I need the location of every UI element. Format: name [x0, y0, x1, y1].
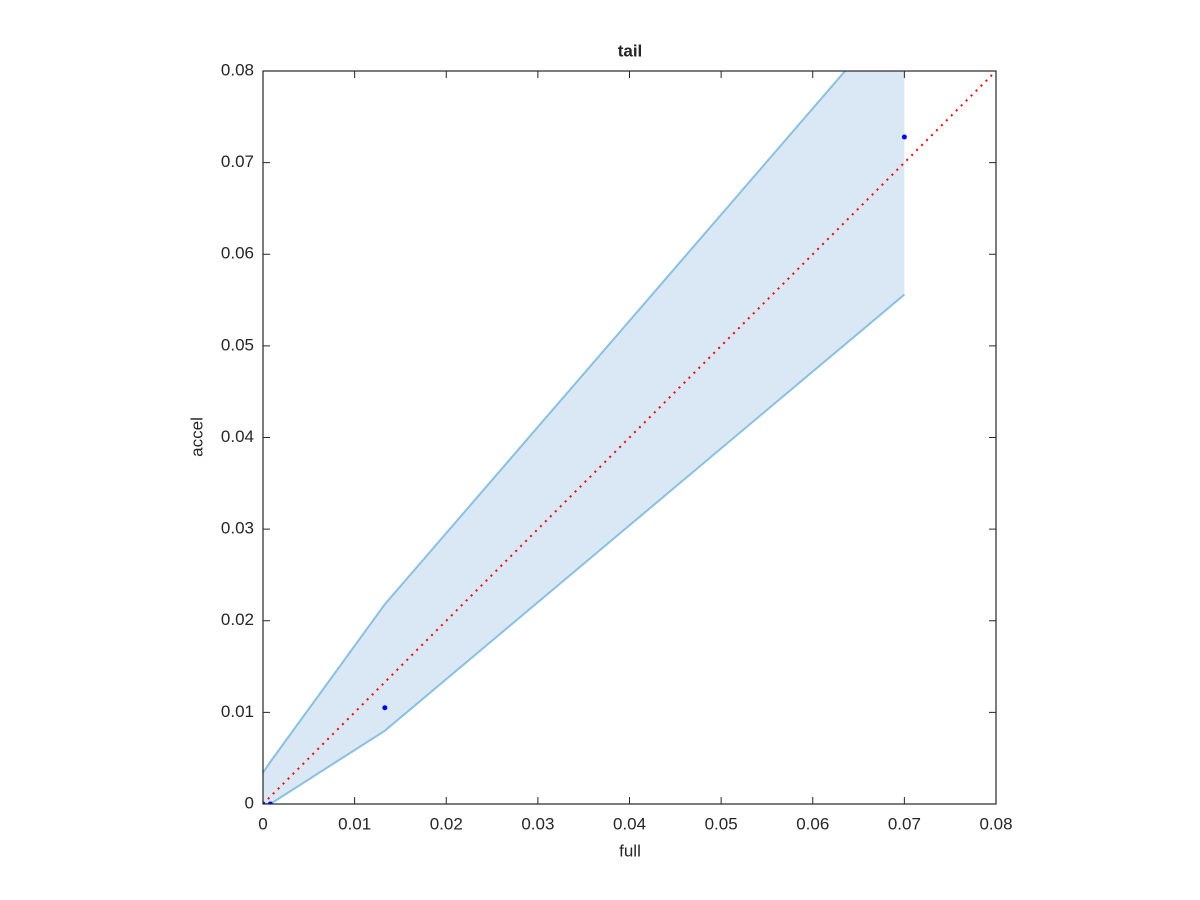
y-tick-label: 0.05: [221, 335, 254, 354]
data-point: [382, 705, 388, 711]
y-tick-label: 0.04: [221, 427, 254, 446]
data-point: [901, 134, 907, 140]
band-edge: [263, 71, 847, 774]
x-tick-label: 0.01: [338, 814, 371, 833]
x-tick-label: 0.02: [430, 814, 463, 833]
chart-title: tail: [618, 41, 643, 60]
y-tick-label: 0.02: [221, 610, 254, 629]
data-point: [263, 801, 266, 804]
band-edge: [263, 293, 906, 804]
axes: 0 0.01 0.02 0.03 0.04 0.05 0.06 0.07 0.08 0 0.01 0.…: [221, 60, 1013, 833]
x-tick-label: 0.07: [888, 814, 921, 833]
y-tick-label: 0: [245, 793, 254, 812]
data-point: [267, 801, 273, 804]
x-tick-label: 0.04: [613, 814, 646, 833]
y-tick-label: 0.01: [221, 702, 254, 721]
x-axis-label: full: [619, 841, 641, 860]
y-tick-label: 0.08: [221, 60, 254, 79]
x-tick-label: 0.08: [979, 814, 1012, 833]
x-tick-label: 0.06: [796, 814, 829, 833]
x-tick-label: 0.05: [705, 814, 738, 833]
x-tick-label: 0.03: [521, 814, 554, 833]
x-tick-label: 0: [258, 814, 267, 833]
y-axis-label: accel: [187, 417, 206, 457]
y-tick-label: 0.06: [221, 244, 254, 263]
reference-line: [263, 71, 996, 804]
y-tick-label: 0.03: [221, 519, 254, 538]
confidence-band: [263, 71, 905, 804]
plot-area: [263, 71, 996, 804]
y-tick-label: 0.07: [221, 152, 254, 171]
